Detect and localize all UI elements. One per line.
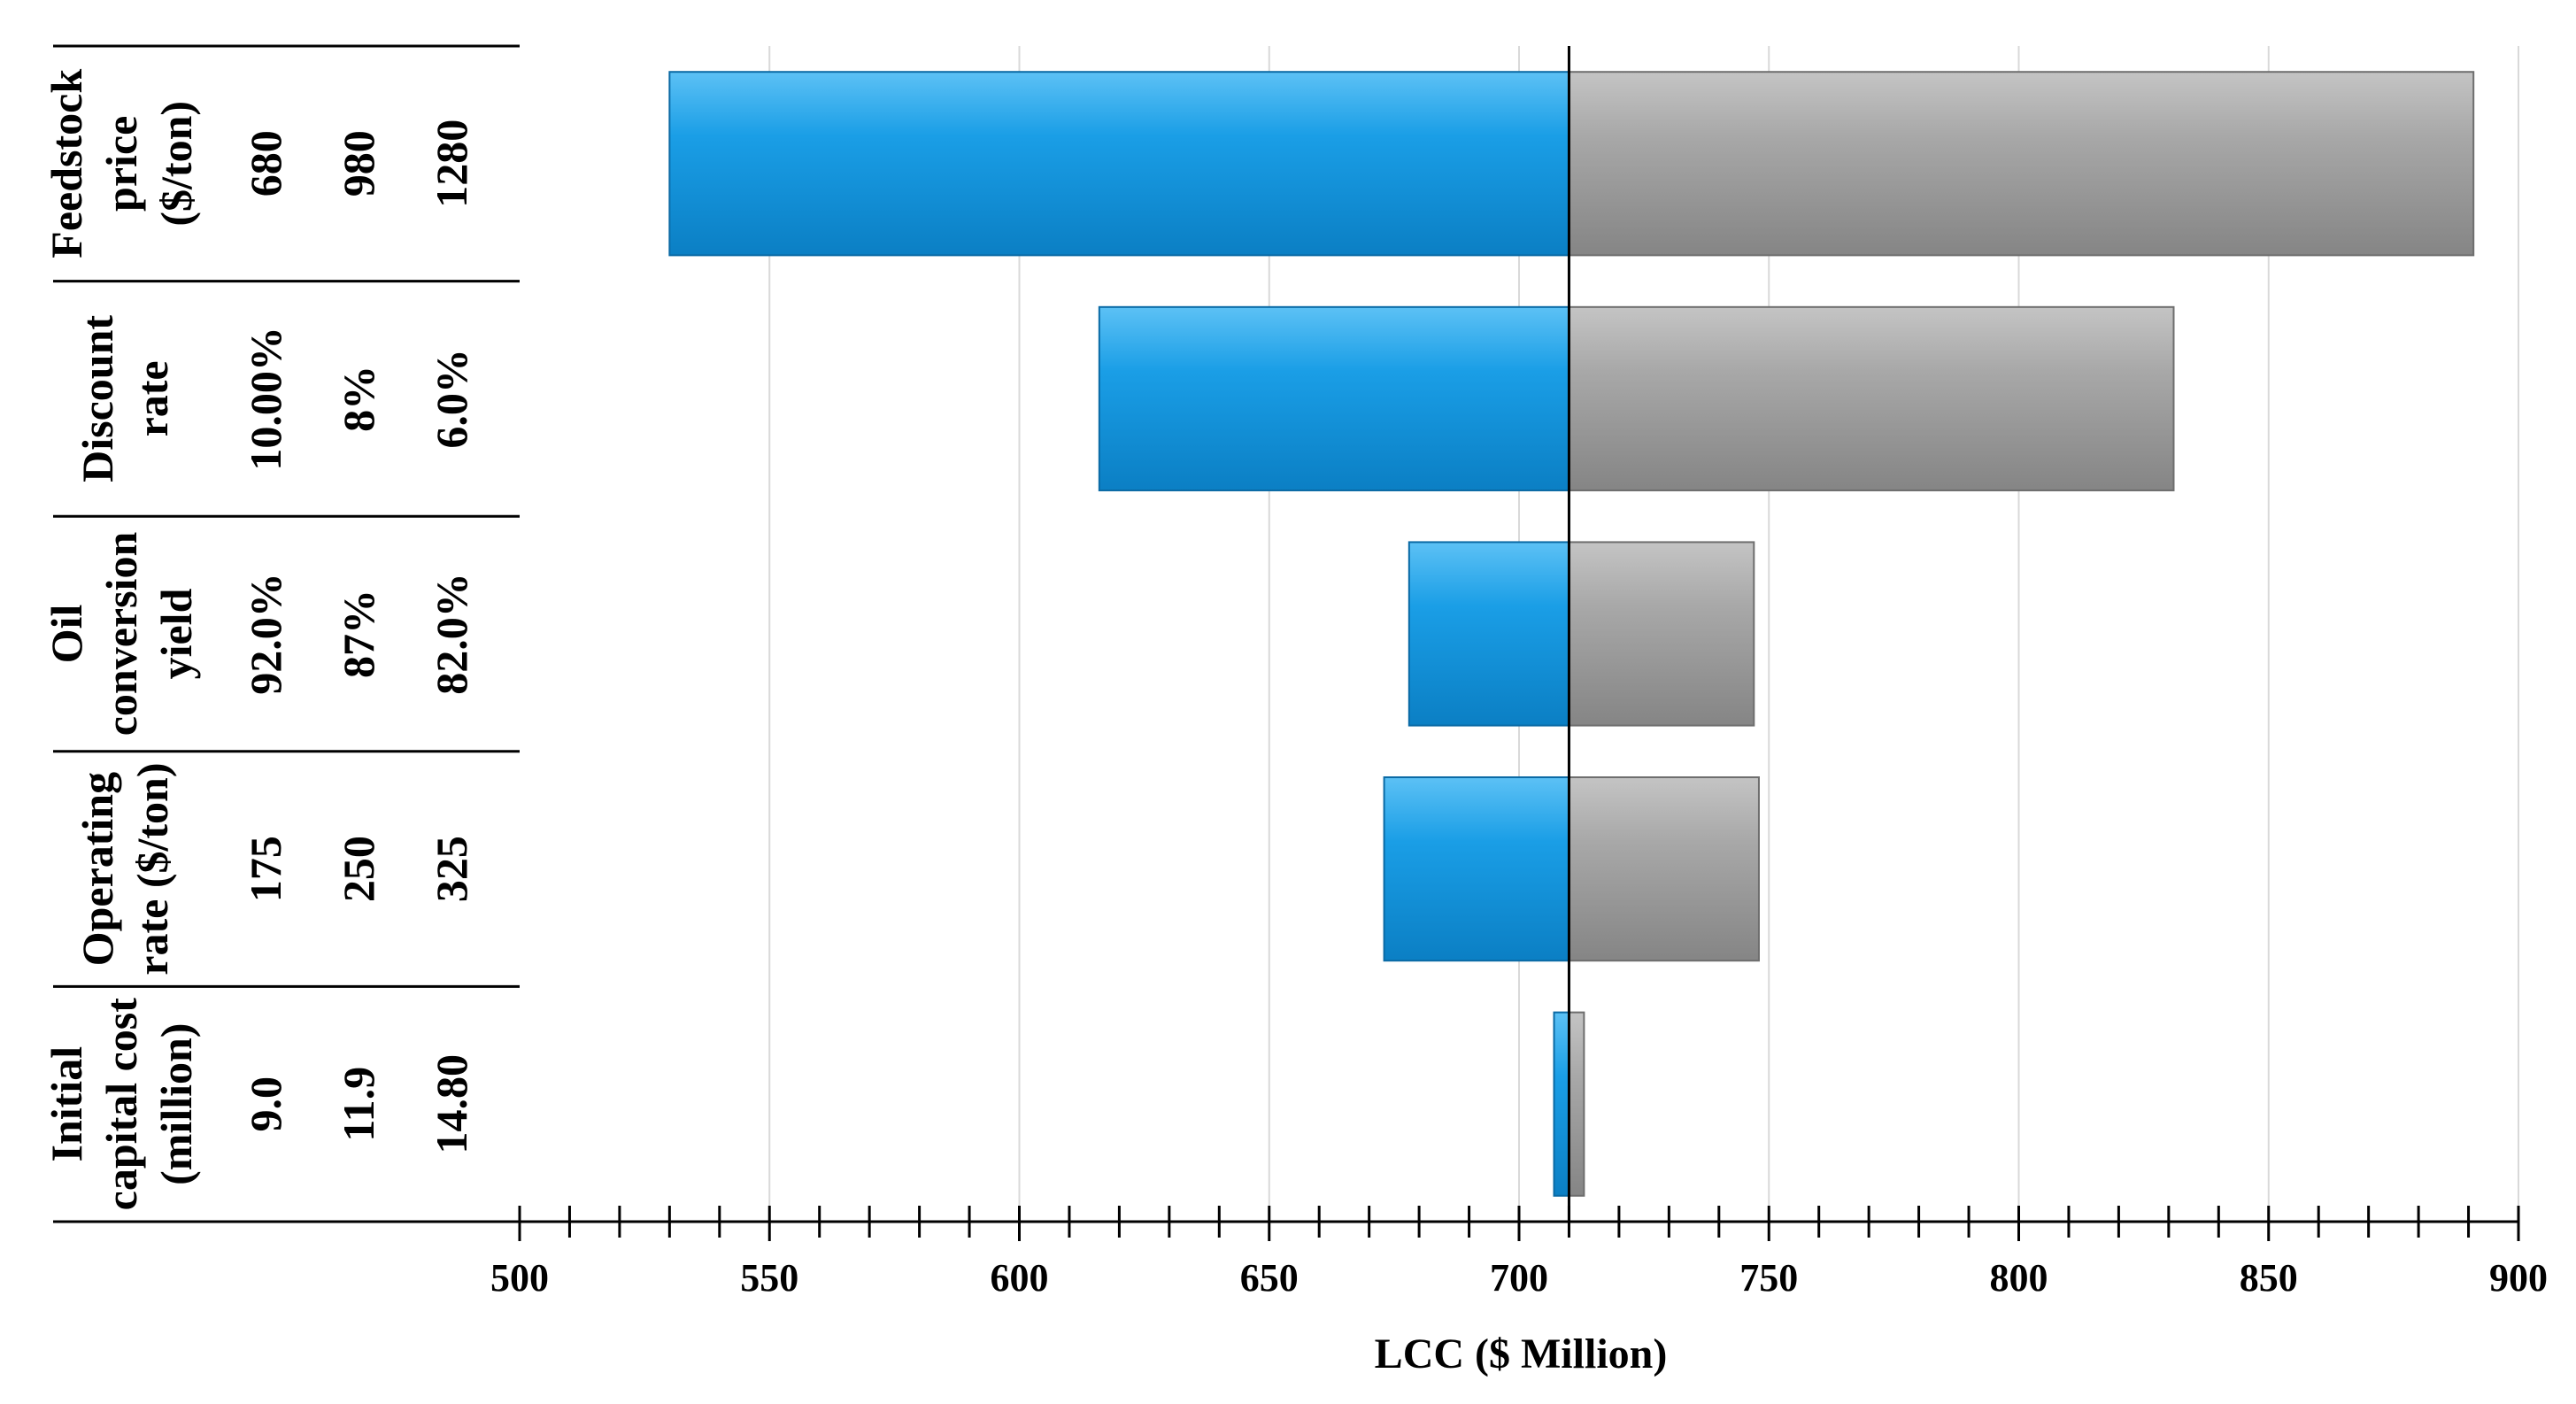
- row-value-label: 175: [241, 836, 290, 902]
- table-row-2: Oil conversion yield 92.0% 87% 82.0%: [42, 532, 476, 737]
- row-value-label: 10.00%: [241, 327, 290, 471]
- bar-low: [1098, 305, 1570, 491]
- bar-low: [1383, 776, 1570, 962]
- row-label-line: ($/ton): [151, 101, 201, 227]
- row-label-line: Initial: [42, 1046, 91, 1162]
- row-value-label: 9.0: [241, 1076, 290, 1132]
- row-value-label: 325: [427, 836, 476, 902]
- x-tick-label: 650: [1240, 1256, 1299, 1300]
- bar-low: [668, 71, 1570, 257]
- bars: [668, 46, 2475, 1222]
- row-value-label: 1280: [427, 120, 476, 208]
- x-axis-title: LCC ($ Million): [1375, 1331, 1668, 1377]
- row-label-line: Operating: [73, 772, 122, 966]
- x-tick-label: 600: [991, 1256, 1049, 1300]
- table-row-1: Discount rate 10.00% 8% 6.0%: [73, 315, 476, 482]
- row-label-line: price: [96, 116, 146, 212]
- table-row-4: Initial capital cost (million) 9.0 11.9 14.80: [42, 998, 476, 1211]
- row-value-label: 87%: [334, 590, 383, 678]
- row-value-label: 250: [334, 836, 383, 902]
- table-row-0: Feedstock price ($/ton) 680 980 1280: [42, 69, 476, 258]
- x-tick-label: 800: [1990, 1256, 2048, 1300]
- row-label-line: capital cost: [96, 998, 146, 1211]
- row-label-line: yield: [151, 588, 201, 679]
- row-value-label: 8%: [334, 366, 383, 432]
- row-label-line: Oil: [42, 605, 91, 664]
- bar-low: [1553, 1011, 1570, 1197]
- row-value-label: 11.9: [334, 1067, 383, 1142]
- x-tick-label: 850: [2240, 1256, 2298, 1300]
- row-label-line: Feedstock: [42, 69, 91, 258]
- x-tick-label: 500: [490, 1256, 549, 1300]
- bar-low: [1408, 541, 1570, 727]
- row-label-line: (million): [151, 1023, 201, 1185]
- row-value-label: 92.0%: [241, 573, 290, 695]
- x-tick-label: 550: [740, 1256, 798, 1300]
- table-row-3: Operating rate ($/ton) 175 250 325: [73, 763, 476, 976]
- bar-high: [1568, 776, 1760, 962]
- row-value-label: 14.80: [427, 1054, 476, 1154]
- row-value-label: 680: [241, 130, 290, 197]
- bar-high: [1568, 71, 2475, 257]
- row-value-label: 6.0%: [427, 349, 476, 449]
- x-tick-label: 900: [2489, 1256, 2548, 1300]
- x-tick-label: 700: [1490, 1256, 1548, 1300]
- x-tick-label: 750: [1739, 1256, 1798, 1300]
- bar-high: [1568, 305, 2175, 491]
- x-axis: 500 550 600 650 700 750 800 850 900: [53, 1206, 2548, 1300]
- row-label-line: Discount: [73, 315, 122, 482]
- bar-high: [1568, 1011, 1585, 1197]
- row-value-label: 980: [334, 130, 383, 197]
- row-label-line: rate: [127, 360, 177, 436]
- row-label-line: rate ($/ton): [127, 763, 177, 976]
- bar-high: [1568, 541, 1755, 727]
- row-label-line: conversion: [96, 532, 146, 737]
- row-value-label: 82.0%: [427, 573, 476, 695]
